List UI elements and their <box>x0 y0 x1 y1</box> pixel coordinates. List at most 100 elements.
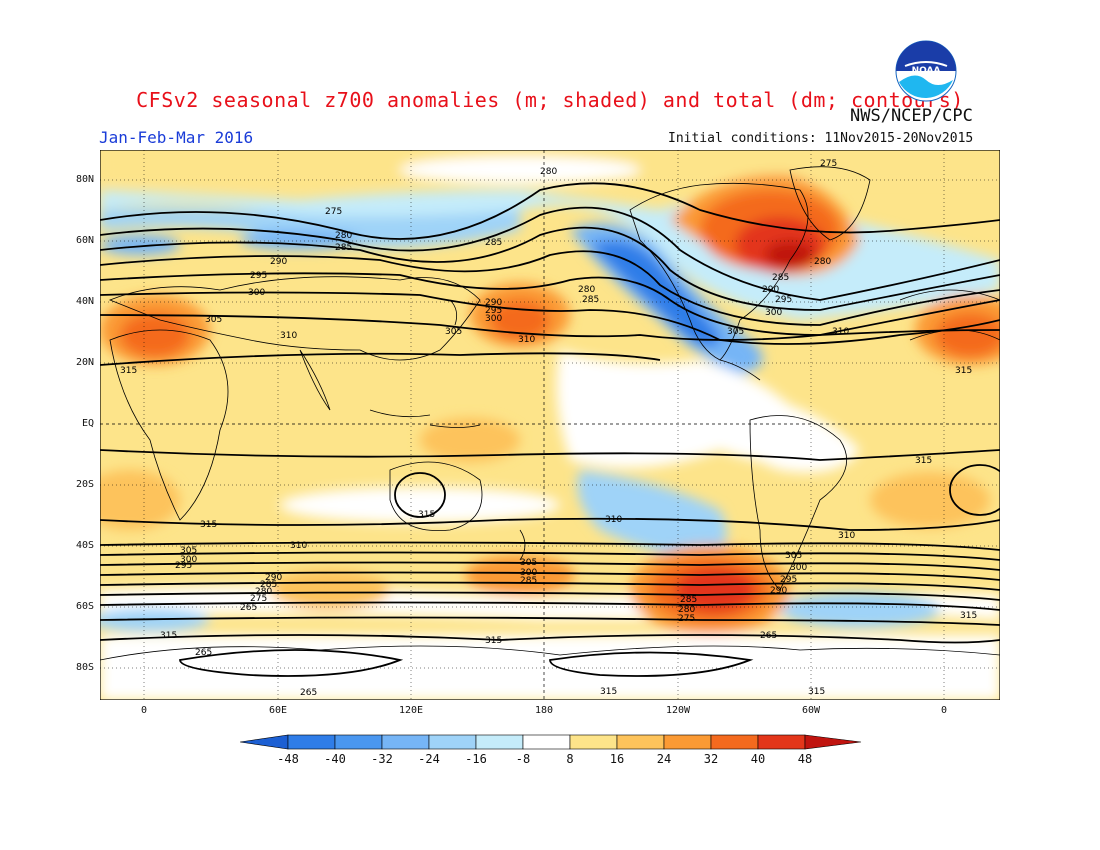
contour-label: 310 <box>838 531 855 541</box>
contour-label: 295 <box>775 295 792 305</box>
contour-labels: 275 280 275 280 285 290 295 300 305 310 … <box>120 159 977 698</box>
contour-label: 305 <box>180 546 197 556</box>
contour-label: 315 <box>915 456 932 466</box>
colorbar-swatch <box>334 734 383 750</box>
contour-label: 280 <box>255 587 272 597</box>
lat-label: EQ <box>81 418 94 429</box>
lon-label: 60E <box>268 705 288 716</box>
contour-label: 285 <box>485 238 502 248</box>
contour-label: 300 <box>765 308 782 318</box>
contour-label: 265 <box>760 631 777 641</box>
contour-label: 300 <box>520 568 537 578</box>
contour-label: 310 <box>280 331 297 341</box>
colorbar-swatch <box>663 734 712 750</box>
colorbar-label: -16 <box>465 752 487 766</box>
lat-label: 80N <box>75 174 94 185</box>
colorbar-swatch <box>757 734 806 750</box>
contour-label: 265 <box>300 688 317 698</box>
contour-label: 310 <box>605 515 622 525</box>
contour-label: 315 <box>808 687 825 697</box>
contour-label: 295 <box>250 271 267 281</box>
contour-label: 285 <box>582 295 599 305</box>
contour-label: 315 <box>955 366 972 376</box>
z700-anomaly-map: 275 280 275 280 285 290 295 300 305 310 … <box>100 150 1000 700</box>
colorbar-label: -24 <box>418 752 440 766</box>
contour-label: 265 <box>195 648 212 658</box>
contour-label: 280 <box>678 605 695 615</box>
contour-label: 285 <box>520 576 537 586</box>
contour-label: 315 <box>600 687 617 697</box>
contour-label: 305 <box>445 327 462 337</box>
contour-label: 315 <box>120 366 137 376</box>
colorbar-swatch <box>616 734 665 750</box>
contour-label: 280 <box>335 231 352 241</box>
height-contours <box>100 182 1000 677</box>
season-label: Jan-Feb-Mar 2016 <box>99 128 254 147</box>
colorbar-swatch <box>381 734 430 750</box>
contour-label: 300 <box>485 314 502 324</box>
colorbar-label: 40 <box>750 752 766 766</box>
contour-label: 280 <box>578 285 595 295</box>
colorbar-label: 32 <box>703 752 719 766</box>
contour-label: 285 <box>260 580 277 590</box>
contour-label: 275 <box>250 594 267 604</box>
colorbar-swatch <box>287 734 336 750</box>
contour-label: 290 <box>485 298 502 308</box>
contour-label: 290 <box>270 257 287 267</box>
contour-label: 295 <box>175 561 192 571</box>
contour-label: 295 <box>780 575 797 585</box>
lat-label: 40S <box>75 540 94 551</box>
contour-label: 310 <box>832 327 849 337</box>
contour-label: 300 <box>790 563 807 573</box>
colorbar-arrow-right <box>804 734 862 750</box>
lat-label: 20S <box>75 479 94 490</box>
contour-label: 290 <box>762 285 779 295</box>
contour-label: 275 <box>820 159 837 169</box>
contour-label: 290 <box>770 586 787 596</box>
contour-label: 310 <box>518 335 535 345</box>
lat-label: 60N <box>75 235 94 246</box>
contour-label: 310 <box>290 541 307 551</box>
lon-label: 0 <box>140 705 148 716</box>
contour-label: 265 <box>240 603 257 613</box>
initial-conditions-label: Initial conditions: 11Nov2015-20Nov2015 <box>668 131 974 146</box>
colorbar-label: 8 <box>566 752 574 766</box>
colorbar-label: -8 <box>515 752 531 766</box>
contour-label: 315 <box>200 520 217 530</box>
contour-label: 315 <box>418 510 435 520</box>
lon-label: 0 <box>940 705 948 716</box>
colorbar-label: 48 <box>797 752 813 766</box>
contour-label: 275 <box>325 207 342 217</box>
colorbar-label: -32 <box>371 752 393 766</box>
colorbar <box>240 734 862 750</box>
colorbar-label: 16 <box>609 752 625 766</box>
map-title: CFSv2 seasonal z700 anomalies (m; shaded… <box>136 88 964 112</box>
contour-label: 285 <box>772 273 789 283</box>
lat-label: 60S <box>75 601 94 612</box>
contour-label: 305 <box>205 315 222 325</box>
lon-label: 120W <box>665 705 691 716</box>
contour-label: 285 <box>680 595 697 605</box>
colorbar-label: -40 <box>324 752 346 766</box>
contour-label: 275 <box>678 614 695 624</box>
graticule <box>100 150 1000 700</box>
lon-label: 60W <box>801 705 821 716</box>
contour-label: 315 <box>160 631 177 641</box>
contour-label: 305 <box>727 327 744 337</box>
contour-label: 280 <box>540 167 557 177</box>
colorbar-swatch <box>710 734 759 750</box>
contour-label: 305 <box>520 558 537 568</box>
colorbar-arrow-left <box>240 734 289 750</box>
lat-label: 80S <box>75 662 94 673</box>
contour-label: 315 <box>485 636 502 646</box>
colorbar-swatch <box>522 734 571 750</box>
contour-label: 285 <box>335 243 352 253</box>
noaa-logo-text: NOAA <box>912 66 941 76</box>
contour-label: 305 <box>785 551 802 561</box>
contour-label: 300 <box>180 555 197 565</box>
lon-label: 120E <box>398 705 424 716</box>
lon-label: 180 <box>534 705 554 716</box>
contour-label: 315 <box>960 611 977 621</box>
colorbar-swatch <box>428 734 477 750</box>
contour-label: 295 <box>485 306 502 316</box>
